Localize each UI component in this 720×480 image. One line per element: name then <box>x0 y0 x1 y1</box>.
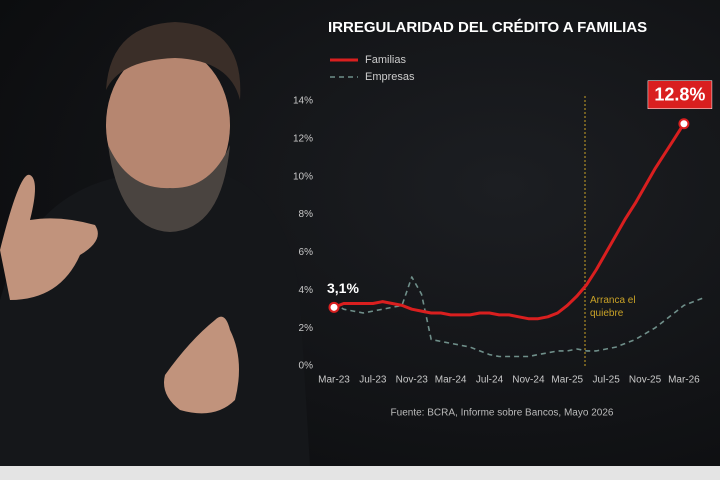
series-line <box>333 276 704 358</box>
x-tick-label: Nov-25 <box>629 375 662 386</box>
data-label-box <box>647 80 713 109</box>
y-tick-label: 10% <box>293 171 313 182</box>
legend-label: Familias <box>365 54 406 66</box>
x-tick-label: Nov-24 <box>512 375 545 386</box>
data-label: 12.8% <box>654 84 705 104</box>
y-tick-label: 2% <box>299 323 314 334</box>
x-tick-label: Mar-23 <box>318 375 350 386</box>
legend-label: Empresas <box>365 71 415 83</box>
x-tick-label: Nov-23 <box>396 375 429 386</box>
x-tick-label: Mar-24 <box>435 375 467 386</box>
person-photo <box>0 22 310 466</box>
source: Fuente: BCRA, Informe sobre Bancos, Mayo… <box>391 408 614 419</box>
y-tick-label: 6% <box>299 247 314 258</box>
data-label: 3,1% <box>327 280 359 296</box>
bottom-strip <box>0 466 720 480</box>
point <box>328 301 340 313</box>
x-tick-label: Jul-24 <box>476 375 504 386</box>
series-line <box>333 122 686 321</box>
point <box>678 118 690 130</box>
annotation: Arranca el quiebre <box>590 295 636 319</box>
y-tick-label: 4% <box>299 285 314 296</box>
x-tick-label: Jul-25 <box>593 375 621 386</box>
chart-title: IRREGULARIDAD DEL CRÉDITO A FAMILIAS <box>328 19 647 36</box>
y-tick-label: 8% <box>299 209 314 220</box>
y-tick-label: 0% <box>299 361 314 372</box>
x-tick-label: Jul-23 <box>359 375 387 386</box>
y-tick-label: 14% <box>293 96 313 107</box>
x-tick-label: Mar-25 <box>551 375 583 386</box>
x-tick-label: Mar-26 <box>668 375 700 386</box>
y-tick-label: 12% <box>293 133 313 144</box>
